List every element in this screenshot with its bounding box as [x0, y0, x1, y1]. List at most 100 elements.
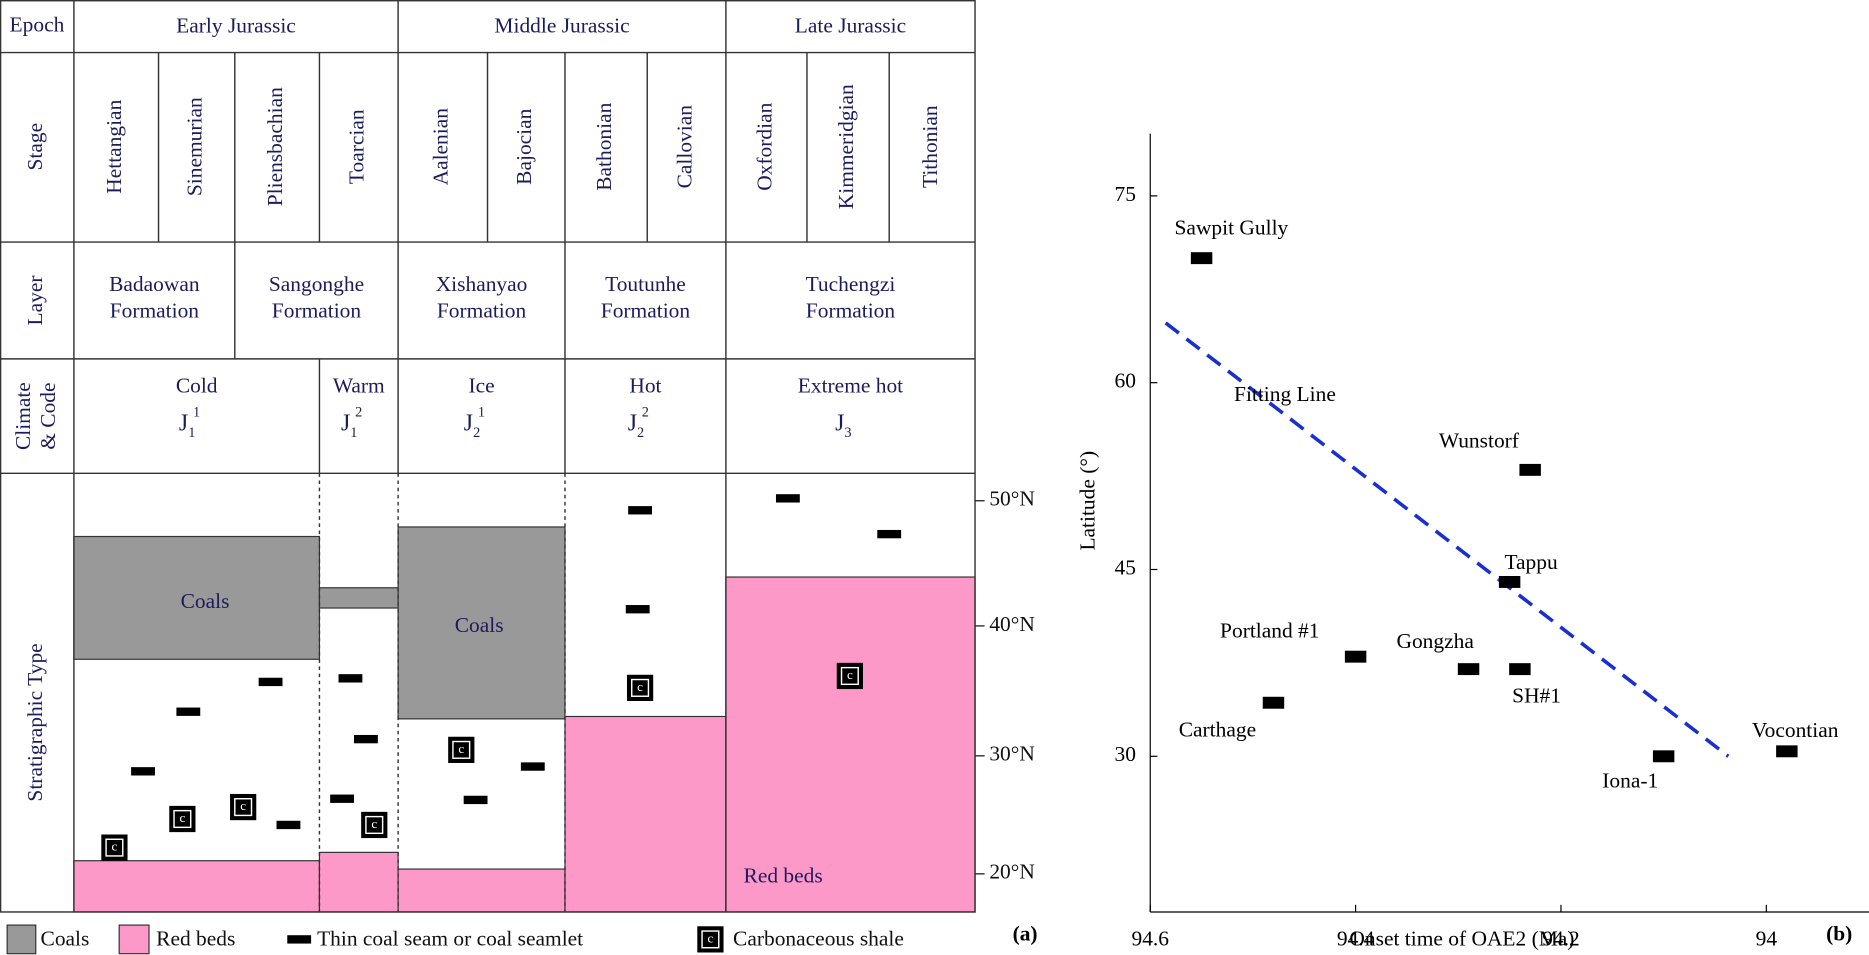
shale-icon-inner — [701, 930, 720, 949]
layer: Sangonghe — [269, 272, 364, 296]
coal-seamlet — [176, 707, 201, 716]
code-sup: 1 — [478, 405, 485, 421]
code-base: J — [628, 411, 637, 437]
shale-icon-inner — [840, 666, 859, 686]
layer: Badaowan — [109, 272, 200, 296]
shale-icon-text: c — [458, 741, 464, 756]
climate: Cold — [176, 373, 218, 397]
stage: Sinemurian — [183, 97, 207, 196]
code-sub: 2 — [473, 425, 480, 441]
red-beds — [397, 868, 566, 913]
climate: Extreme hot — [798, 373, 903, 397]
legend-text: Carbonaceous shale — [733, 927, 904, 951]
layer: Formation — [272, 298, 362, 322]
climate-header: Climate — [11, 382, 35, 450]
y-axis-label: Latitude (°) — [1075, 451, 1099, 551]
coal-seamlet — [276, 820, 301, 830]
point-label: Sawpit Gully — [1175, 215, 1289, 239]
coal-seamlet — [338, 674, 363, 683]
coal-seamlet — [131, 767, 155, 776]
legend-text: Coals — [41, 927, 90, 951]
x-axis-label: Onset time of OAE2 (Ma) — [1349, 927, 1574, 951]
point — [1344, 650, 1367, 663]
point — [1509, 663, 1531, 676]
shale-icon-text: c — [707, 930, 713, 945]
epoch: Middle Jurassic — [494, 13, 629, 37]
layer: Formation — [437, 298, 527, 322]
stage: Toarcian — [345, 109, 369, 184]
shale-icon-inner — [631, 678, 650, 697]
point — [1776, 745, 1798, 758]
y-tick-label: 45 — [1115, 555, 1136, 579]
layer: Tuchengzi — [806, 272, 896, 296]
legend-text: Red beds — [156, 927, 235, 951]
x-tick-label: 94 — [1756, 927, 1778, 951]
panel-b: 30 45 60 75 94.6 94.4 94.2 94 Onset time of OAE2… — [1075, 133, 1869, 951]
code-sub: 2 — [637, 425, 644, 441]
epoch: Late Jurassic — [795, 13, 906, 37]
legend-swatch — [118, 924, 150, 955]
fitting-line-label: Fitting Line — [1234, 382, 1336, 406]
y-tick-label: 75 — [1115, 182, 1136, 206]
climate: Hot — [629, 373, 661, 397]
coal-seamlet — [463, 795, 488, 805]
shale-icon-text: c — [847, 667, 853, 682]
x-tick-label: 94.2 — [1542, 927, 1580, 951]
stage-header: Stage — [23, 123, 47, 171]
latitude-label: 30°N — [989, 742, 1034, 766]
red-beds — [564, 715, 727, 913]
climate-code: J2 1 — [464, 405, 485, 441]
layer-header: Layer — [23, 276, 47, 326]
point — [1519, 463, 1541, 476]
legend-swatch — [6, 924, 37, 955]
stage: Kimmeridgian — [834, 84, 858, 209]
layer: Formation — [110, 298, 200, 322]
point — [1457, 663, 1480, 676]
layer: Toutunhe — [605, 272, 686, 296]
code-sup: 2 — [355, 405, 362, 421]
coal-seamlet — [330, 794, 355, 803]
point-label: Tappu — [1504, 550, 1558, 574]
code-sub: 1 — [350, 425, 357, 441]
climate-code: J3 — [835, 411, 851, 441]
stage: Pliensbachian — [263, 87, 287, 206]
x-tick-label: 94.6 — [1131, 927, 1169, 951]
stage: Callovian — [672, 105, 696, 189]
latitude-label: 20°N — [989, 860, 1034, 884]
y-tick-label: 60 — [1115, 369, 1136, 393]
shale-icon-text: c — [371, 816, 377, 831]
coals-label: Coals — [455, 613, 504, 637]
coal-seamlet — [628, 506, 653, 515]
panel-label: (b) — [1826, 922, 1852, 946]
coal-seamlet — [520, 762, 545, 771]
stage: Bathonian — [592, 102, 616, 190]
point-label: Portland #1 — [1220, 619, 1319, 643]
code-sub: 3 — [844, 425, 851, 441]
point — [1652, 750, 1675, 763]
panel-label: (a) — [1013, 922, 1038, 946]
coals — [73, 535, 321, 660]
stage: Bajocian — [512, 108, 536, 184]
code-base: J — [179, 411, 188, 437]
strat-header: Stratigraphic Type — [23, 643, 47, 801]
shale-icon-text: c — [112, 839, 118, 854]
shale-icon-text: c — [179, 810, 185, 825]
climate: Ice — [468, 373, 494, 397]
shale-icon-inner — [365, 815, 384, 835]
red-beds — [318, 851, 399, 913]
red-beds-label: Red beds — [744, 863, 823, 887]
x-tick-label: 94.4 — [1337, 927, 1375, 951]
shale-icon-text: c — [637, 679, 643, 694]
point-label: Gongzha — [1396, 629, 1474, 653]
coal-seamlet — [775, 494, 800, 503]
shale-icon-inner — [173, 809, 192, 829]
coal-seamlet — [287, 935, 312, 944]
code-base: J — [835, 411, 844, 437]
coals — [318, 587, 399, 609]
shale-icon-text: c — [240, 798, 246, 813]
code-base: J — [341, 411, 350, 437]
stage: Tithonian — [918, 105, 942, 188]
shale-icon-inner — [105, 838, 124, 857]
stage: Hettangian — [102, 99, 126, 193]
